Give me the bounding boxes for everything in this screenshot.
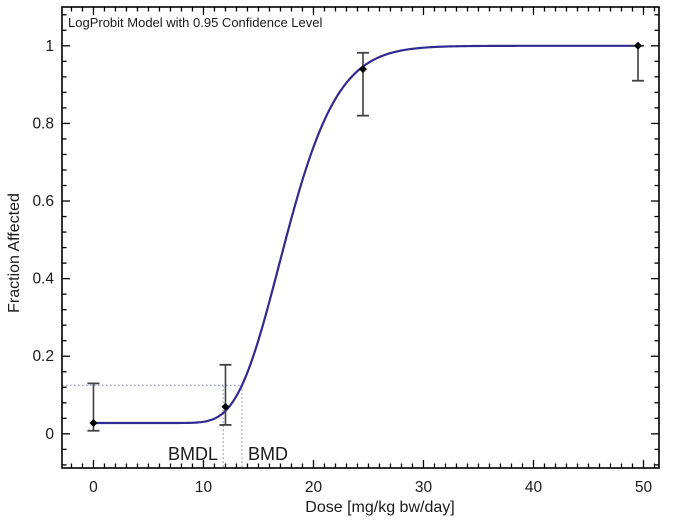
y-tick-label: 1 <box>45 38 54 55</box>
x-tick-label: 30 <box>415 479 433 496</box>
y-tick-label: 0.8 <box>32 115 54 132</box>
x-tick-label: 0 <box>89 479 98 496</box>
x-axis-label: Dose [mg/kg bw/day] <box>305 499 455 516</box>
data-point-marker <box>358 65 367 74</box>
y-axis-label: Fraction Affected <box>6 193 23 313</box>
bmdl-annotation: BMDL <box>167 444 219 464</box>
y-tick-label: 0.2 <box>32 348 54 365</box>
x-tick-label: 10 <box>195 479 213 496</box>
x-tick-label: 20 <box>305 479 323 496</box>
plot-title: LogProbit Model with 0.95 Confidence Lev… <box>68 15 323 30</box>
y-tick-label: 0 <box>45 426 54 443</box>
y-tick-label: 0.6 <box>32 193 54 210</box>
bmd-annotation: BMD <box>248 444 288 464</box>
data-point-marker <box>221 402 230 411</box>
data-point-marker <box>633 41 642 50</box>
x-tick-label: 40 <box>525 479 543 496</box>
y-tick-label: 0.4 <box>32 271 54 288</box>
fitted-curve <box>92 44 640 425</box>
plot-frame <box>61 6 660 469</box>
x-tick-label: 50 <box>635 479 653 496</box>
data-point-marker <box>89 418 98 427</box>
